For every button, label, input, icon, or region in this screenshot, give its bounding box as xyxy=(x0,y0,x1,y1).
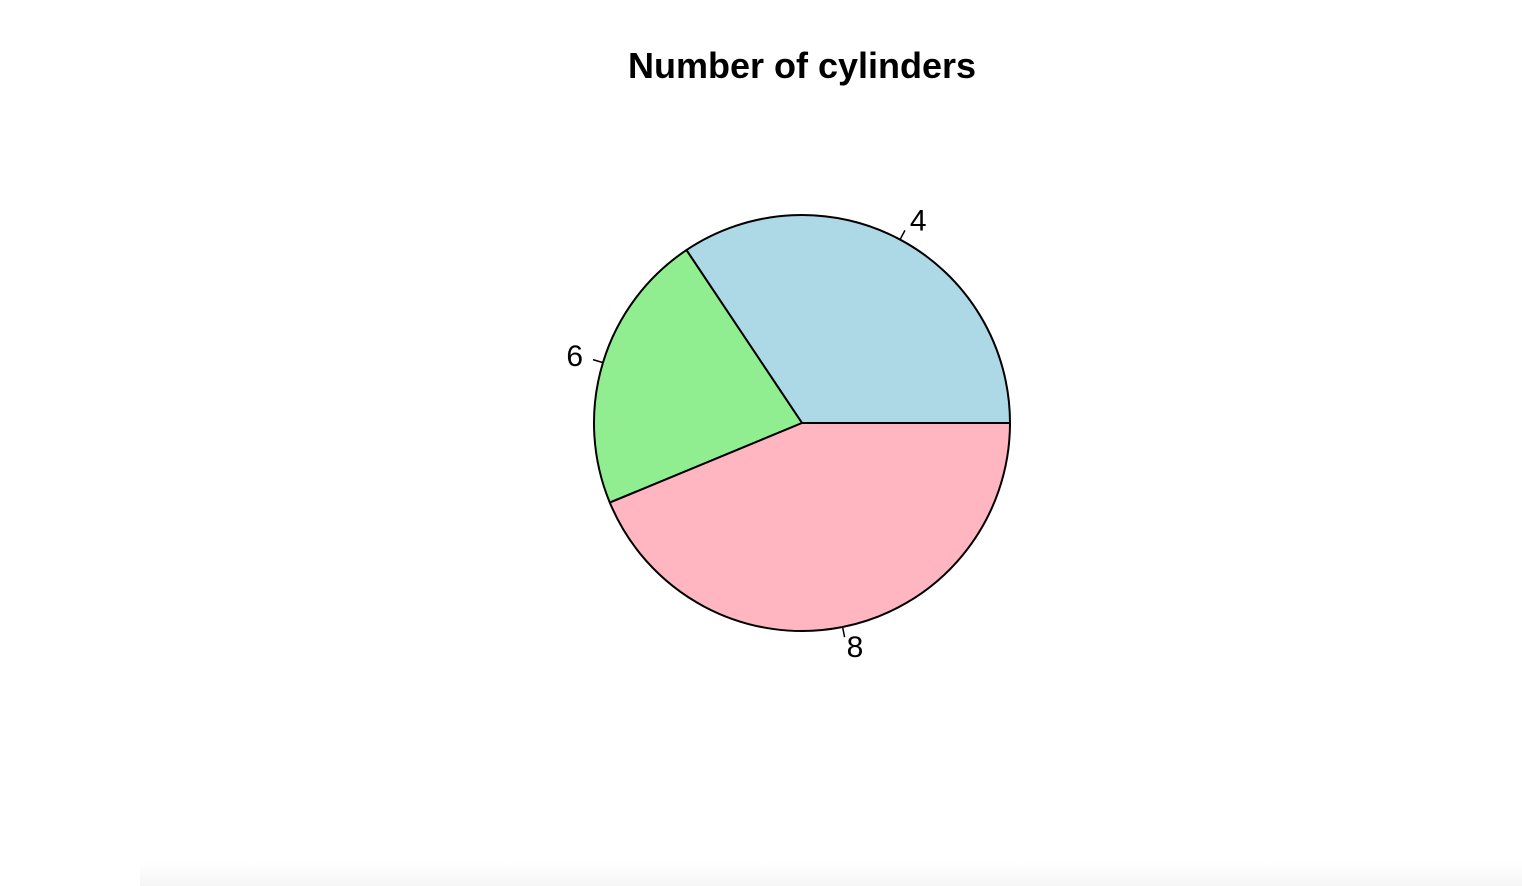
slice-label-8: 8 xyxy=(847,631,864,664)
label-tick-4 xyxy=(899,230,906,240)
slice-label-4: 4 xyxy=(910,205,927,238)
slice-label-6: 6 xyxy=(566,340,583,373)
label-tick-8 xyxy=(841,626,846,638)
bottom-fade xyxy=(140,862,1522,886)
chart-title: Number of cylinders xyxy=(627,45,977,86)
label-tick-6 xyxy=(592,358,604,364)
